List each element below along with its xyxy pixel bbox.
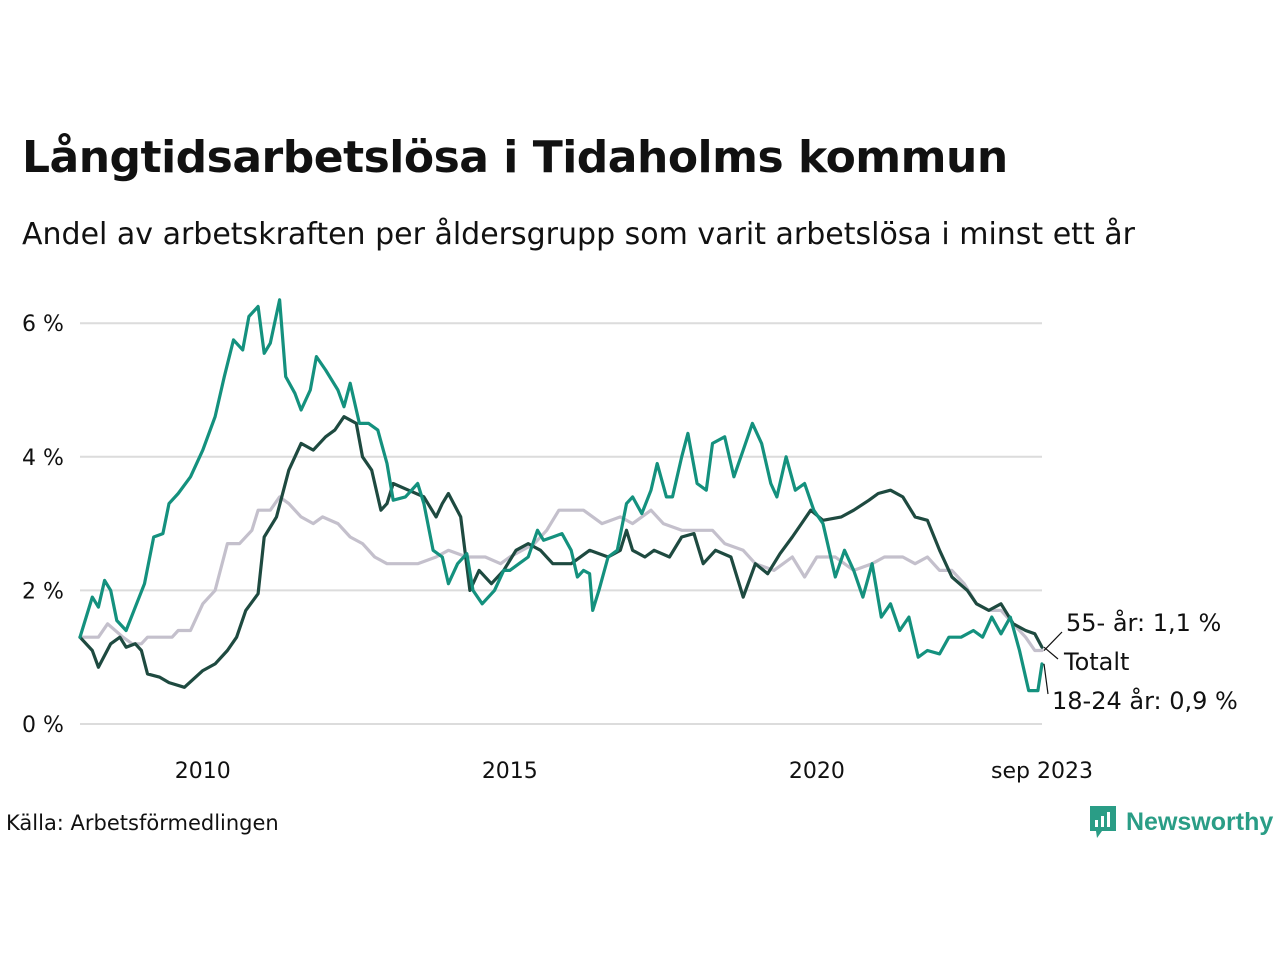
y-tick-label: 0 % xyxy=(22,713,64,738)
y-tick-label: 2 % xyxy=(22,579,64,604)
x-tick-label: 2010 xyxy=(175,759,231,784)
line-chart: 0 % 2 % 4 % 6 % 2010 2015 2020 sep 2023 55- år… xyxy=(22,298,1238,784)
brand-name: Newsworthy xyxy=(1126,807,1274,836)
y-tick-label: 4 % xyxy=(22,446,64,471)
x-tick-label: 2015 xyxy=(482,759,538,784)
label-leader-line xyxy=(1043,663,1049,695)
x-tick-label: sep 2023 xyxy=(991,759,1093,784)
series-line-18-24-ar xyxy=(78,298,1044,693)
series-end-label: 55- år: 1,1 % xyxy=(1066,608,1221,637)
y-tick-label: 6 % xyxy=(22,312,64,337)
chart-title: Långtidsarbetslösa i Tidaholms kommun xyxy=(22,132,1008,183)
x-tick-label: 2020 xyxy=(789,759,845,784)
series-end-label: 18-24 år: 0,9 % xyxy=(1052,686,1238,715)
series-line-totalt xyxy=(78,415,1044,689)
newsworthy-logo-icon xyxy=(1090,806,1116,838)
series-end-label: Totalt xyxy=(1063,648,1129,676)
brand-logo: Newsworthy xyxy=(1088,804,1273,840)
label-leader-line xyxy=(1043,631,1063,651)
chart-subtitle: Andel av arbetskraften per åldersgrupp s… xyxy=(22,217,1135,252)
source-note: Källa: Arbetsförmedlingen xyxy=(6,811,279,835)
label-leader-line xyxy=(1043,646,1059,660)
